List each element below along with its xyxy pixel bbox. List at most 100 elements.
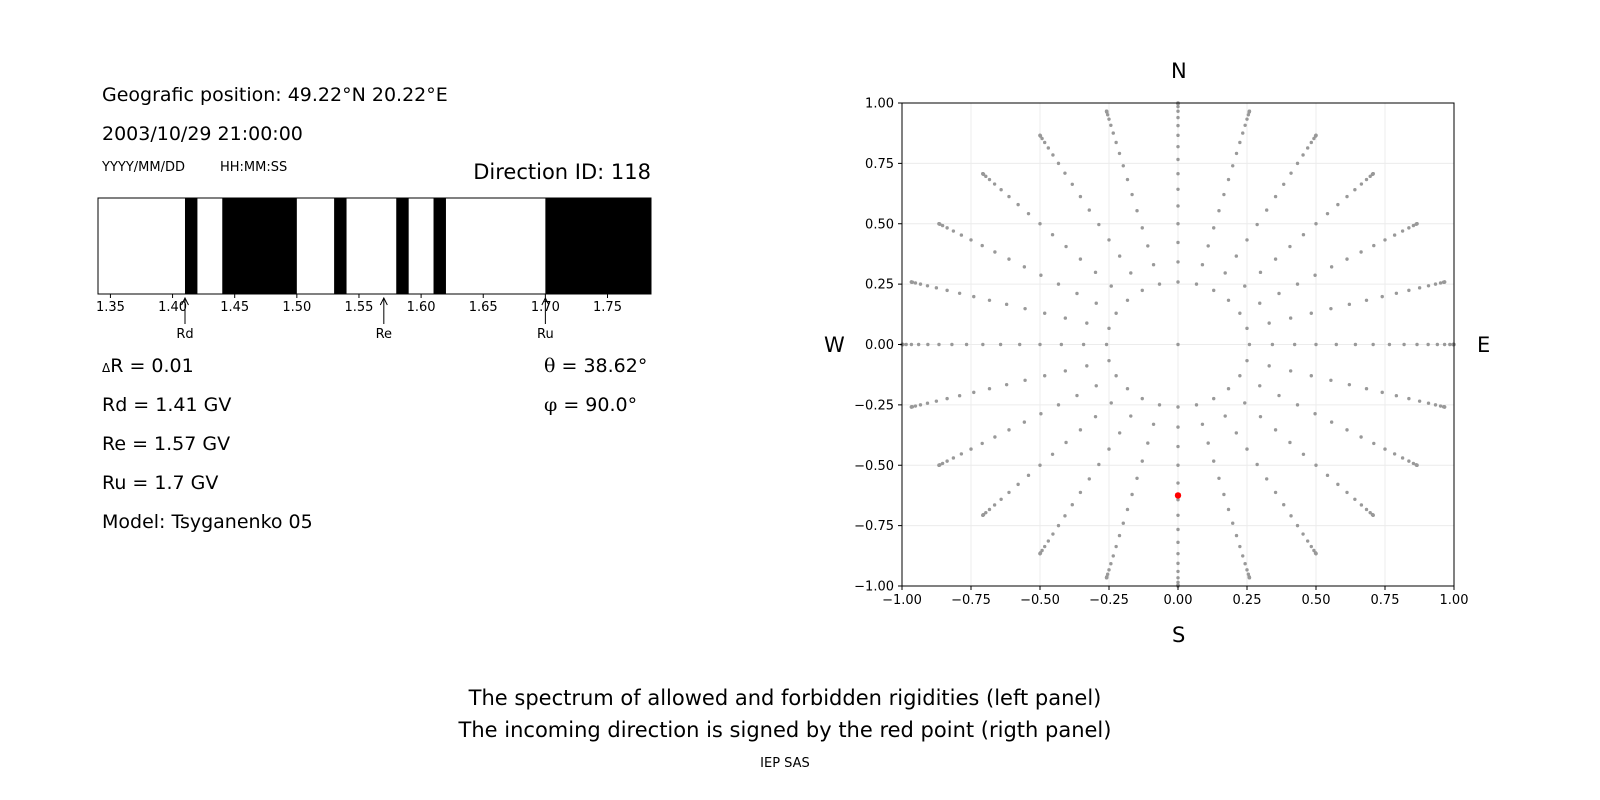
grid-point xyxy=(1372,441,1376,446)
grid-point xyxy=(1426,342,1430,347)
grid-point xyxy=(1046,146,1051,150)
grid-point xyxy=(1400,456,1405,460)
grid-point xyxy=(992,182,997,186)
grid-point xyxy=(1267,321,1271,325)
grid-point xyxy=(1282,503,1286,507)
grid-point xyxy=(981,513,985,517)
grid-point xyxy=(993,435,997,439)
spectrum-tick-label: 1.45 xyxy=(220,300,249,315)
grid-point xyxy=(1336,482,1340,487)
grid-point xyxy=(1146,441,1150,445)
grid-point xyxy=(945,459,949,463)
grid-point xyxy=(1085,364,1089,368)
grid-point xyxy=(1353,497,1357,501)
grid-point xyxy=(1023,306,1027,311)
grid-point xyxy=(984,510,988,515)
grid-point xyxy=(1130,192,1134,197)
grid-point xyxy=(913,281,918,285)
grid-point xyxy=(1038,551,1042,556)
grid-point xyxy=(1117,254,1122,258)
grid-point xyxy=(1063,316,1068,320)
grid-point xyxy=(1222,492,1226,497)
grid-point xyxy=(937,463,941,467)
grid-point xyxy=(1043,544,1047,549)
spectrum-tick-label: 1.35 xyxy=(96,300,125,315)
grid-point xyxy=(1368,174,1372,179)
grid-point xyxy=(1359,250,1363,254)
grid-point xyxy=(1093,270,1098,275)
grid-point xyxy=(1059,342,1064,347)
grid-point xyxy=(1217,476,1221,480)
grid-point xyxy=(1023,378,1027,383)
grid-point xyxy=(972,294,976,299)
forbidden-band-3 xyxy=(396,198,409,294)
grid-point xyxy=(993,250,997,254)
grid-point xyxy=(1314,463,1318,467)
grid-point xyxy=(1265,208,1269,212)
grid-point xyxy=(1039,412,1043,416)
grid-point xyxy=(1109,401,1113,405)
grid-point xyxy=(1130,492,1134,497)
grid-point xyxy=(1140,459,1144,463)
grid-point xyxy=(1176,240,1180,245)
grid-point xyxy=(1200,422,1205,426)
grid-point xyxy=(1109,284,1113,288)
grid-point xyxy=(1314,551,1318,556)
grid-point xyxy=(1336,202,1340,207)
grid-point xyxy=(1117,533,1122,538)
grid-point xyxy=(981,172,985,176)
grid-point xyxy=(1129,414,1133,418)
grid-point xyxy=(1125,507,1130,512)
grid-point xyxy=(984,174,988,179)
grid-point xyxy=(1301,233,1306,237)
grid-point xyxy=(916,342,921,347)
grid-point xyxy=(937,222,941,226)
grid-point xyxy=(1277,393,1281,398)
grid-point xyxy=(1234,533,1239,538)
grid-point xyxy=(1265,477,1269,481)
grid-point xyxy=(1372,243,1376,248)
grid-point xyxy=(1438,404,1443,408)
grid-point xyxy=(1334,342,1339,347)
grid-point xyxy=(1176,513,1180,517)
grid-point xyxy=(959,452,964,456)
grid-point xyxy=(1194,282,1199,286)
grid-point xyxy=(918,282,923,286)
grid-point xyxy=(1056,403,1061,407)
geographic-position: Geografic position: 49.22°N 20.22°E xyxy=(102,84,448,106)
grid-point xyxy=(1234,151,1239,156)
grid-point xyxy=(1140,288,1144,293)
grid-point xyxy=(959,233,964,237)
grid-point xyxy=(1087,208,1091,212)
grid-point xyxy=(1243,123,1247,127)
grid-point xyxy=(1017,342,1022,347)
grid-point xyxy=(1111,554,1115,558)
grid-point xyxy=(1313,273,1317,277)
grid-point xyxy=(1114,544,1118,549)
grid-point xyxy=(1273,490,1278,495)
x-tick-label: 0.00 xyxy=(1164,593,1193,608)
grid-point xyxy=(1016,202,1020,207)
grid-point xyxy=(1212,226,1216,230)
grid-point xyxy=(1442,342,1447,347)
forbidden-band-1 xyxy=(222,198,297,294)
grid-point xyxy=(1314,222,1318,226)
grid-point xyxy=(1222,192,1226,197)
grid-point xyxy=(1022,420,1027,424)
x-tick-label: −0.75 xyxy=(951,593,991,608)
grid-point xyxy=(1125,298,1130,303)
grid-point xyxy=(1107,447,1111,451)
grid-point xyxy=(1442,405,1447,409)
grid-point xyxy=(987,507,992,512)
grid-point xyxy=(1255,222,1259,227)
grid-point xyxy=(1151,263,1156,267)
grid-point xyxy=(1273,428,1278,432)
datetime: 2003/10/29 21:00:00 xyxy=(102,123,303,145)
grid-point xyxy=(1448,342,1452,347)
grid-point xyxy=(1301,532,1305,536)
credit-label: IEP SAS xyxy=(760,756,810,771)
grid-point xyxy=(1212,459,1216,463)
grid-point xyxy=(1226,507,1231,512)
grid-point xyxy=(1140,396,1144,401)
grid-point xyxy=(987,386,992,391)
